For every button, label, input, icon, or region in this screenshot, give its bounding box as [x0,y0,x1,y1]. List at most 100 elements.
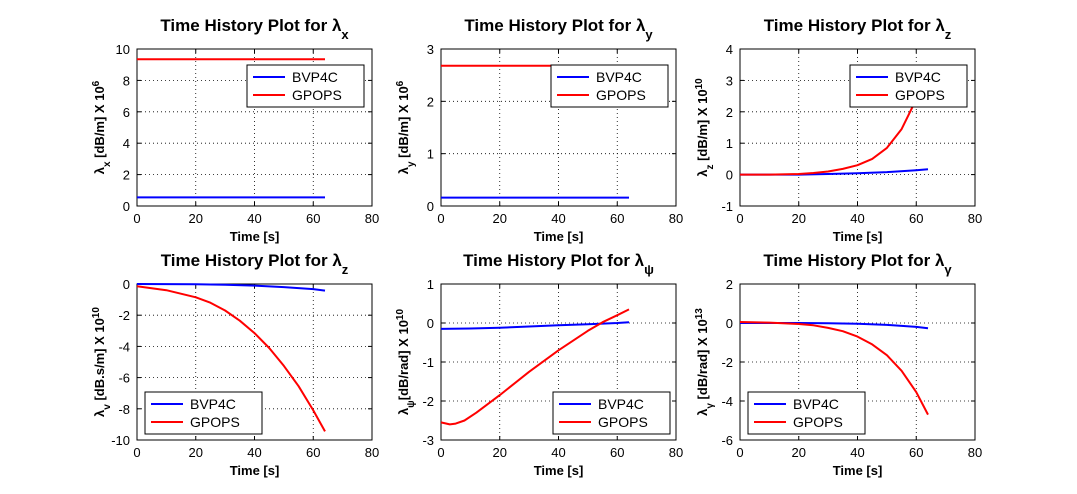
y-tick-label: -1 [422,355,434,370]
x-tick-label: 40 [551,211,565,226]
x-tick-label: 60 [610,211,624,226]
y-tick-label: 2 [726,277,733,292]
x-tick-label: 80 [669,445,683,460]
y-tick-label: -6 [721,433,733,448]
subplot-6: 0 20 40 60 80 -6 -4 -2 0 2 Time History Plot for λ… [694,251,983,478]
legend-label-bvp4c: BVP4C [895,69,941,85]
y-tick-label: -3 [422,433,434,448]
chart-title: Time History Plot for λy [464,16,653,42]
x-tick-label: 60 [610,445,624,460]
y-tick-label: 0 [123,199,130,214]
chart-title: Time History Plot for λγ [763,251,952,277]
x-tick-label: 0 [133,211,140,226]
x-axis-label: Time [s] [534,463,584,478]
y-tick-label: -2 [721,355,733,370]
chart-title: Time History Plot for λz [161,251,349,277]
x-tick-label: 60 [306,211,320,226]
x-tick-label: 0 [133,445,140,460]
legend: BVP4C GPOPS [246,64,365,108]
legend-label-bvp4c: BVP4C [598,396,644,412]
subplot-5: 0 20 40 60 80 -3 -2 -1 0 1 Time History Plot for λ… [395,251,684,478]
legend: BVP4C GPOPS [144,391,263,435]
x-tick-label: 20 [792,211,806,226]
y-tick-label: -1 [721,199,733,214]
y-tick-label: 3 [726,73,733,88]
legend-box [849,64,968,108]
legend-box [550,64,669,108]
y-tick-label: 4 [123,136,130,151]
y-tick-label: 0 [427,199,434,214]
x-tick-label: 80 [365,211,379,226]
x-tick-label: 40 [247,445,261,460]
x-tick-label: 0 [736,445,743,460]
y-tick-label: 4 [726,42,733,57]
x-tick-label: 20 [493,211,507,226]
x-tick-label: 80 [968,211,982,226]
y-tick-label: 0 [726,168,733,183]
chart-title: Time History Plot for λz [764,16,952,42]
series-line-gpops [740,69,929,176]
y-axis-label: λz [dB/m] X 1010 [694,78,716,177]
y-axis-label: λγ [dB/rad] X 1013 [694,308,716,416]
legend: BVP4C GPOPS [550,64,669,108]
series-line-gpops [440,308,630,426]
y-tick-label: 2 [123,168,130,183]
legend-label-gpops: GPOPS [292,87,342,103]
y-tick-label: -10 [111,433,130,448]
subplot-1: 0 20 40 60 80 0 2 4 6 8 10 Time History Plot for λx… [91,16,380,244]
x-tick-label: 60 [306,445,320,460]
x-tick-label: 0 [437,211,444,226]
x-tick-label: 40 [850,211,864,226]
legend-label-bvp4c: BVP4C [292,69,338,85]
y-axis-label: λψ[dB/rad] X 1010 [395,309,417,416]
legend-box [747,391,866,435]
legend-label-bvp4c: BVP4C [793,396,839,412]
legend-label-gpops: GPOPS [596,87,646,103]
x-axis-label: Time [s] [230,463,280,478]
x-tick-label: 60 [909,211,923,226]
subplot-4: 0 20 40 60 80 -10 -8 -6 -4 -2 0 Time History Plot f… [91,251,380,478]
chart-title: Time History Plot for λψ [463,251,654,277]
y-tick-label: -8 [118,402,130,417]
series-line-bvp4c [440,321,630,330]
series-line-gpops [136,285,326,432]
y-axis-label: λy [dB/m] X 106 [395,80,417,174]
x-tick-label: 20 [493,445,507,460]
series-line-gpops [739,321,929,416]
y-tick-label: 1 [427,277,434,292]
y-tick-label: 1 [427,147,434,162]
x-tick-label: 40 [551,445,565,460]
legend-label-gpops: GPOPS [598,414,648,430]
y-tick-label: 0 [726,316,733,331]
legend: BVP4C GPOPS [747,391,866,435]
x-axis-label: Time [s] [833,229,883,244]
legend-box [246,64,365,108]
x-tick-label: 80 [968,445,982,460]
y-tick-label: 8 [123,73,130,88]
y-tick-label: 10 [116,42,130,57]
y-tick-label: 0 [123,277,130,292]
legend-box [144,391,263,435]
y-tick-label: 2 [427,94,434,109]
legend-label-gpops: GPOPS [793,414,843,430]
y-tick-label: -4 [118,339,130,354]
x-axis-label: Time [s] [534,229,584,244]
legend-label-bvp4c: BVP4C [190,396,236,412]
x-tick-label: 20 [792,445,806,460]
y-tick-label: -4 [721,394,733,409]
x-tick-label: 20 [189,211,203,226]
y-axis-label: λv [dB.s/m] X 1010 [91,307,113,417]
legend: BVP4C GPOPS [849,64,968,108]
legend-box [552,391,671,435]
legend-label-bvp4c: BVP4C [596,69,642,85]
x-tick-label: 40 [850,445,864,460]
y-tick-label: 3 [427,42,434,57]
chart-title: Time History Plot for λx [160,16,349,42]
y-tick-label: 2 [726,105,733,120]
y-tick-label: 0 [427,316,434,331]
legend-label-gpops: GPOPS [190,414,240,430]
x-axis-label: Time [s] [833,463,883,478]
x-tick-label: 60 [909,445,923,460]
y-axis-label: λx [dB/m] X 106 [91,80,113,174]
